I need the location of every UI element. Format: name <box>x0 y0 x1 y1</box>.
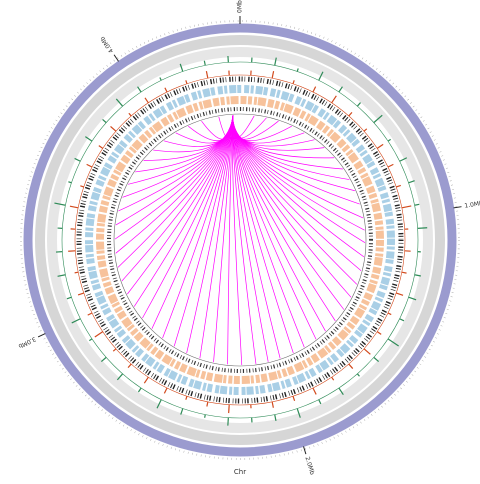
histogram-bar <box>418 228 428 229</box>
histogram-bar <box>364 349 370 355</box>
gene-blocks-plus <box>89 89 391 391</box>
histogram-bar <box>313 388 316 394</box>
histogram-bar <box>138 87 142 92</box>
histogram-bar <box>332 96 337 103</box>
gene-marks <box>79 79 401 401</box>
histogram-bar <box>101 357 106 361</box>
histogram-bar <box>357 374 359 376</box>
link <box>233 115 316 339</box>
histogram-bar <box>297 68 298 71</box>
tick-label: 2.0Mb <box>303 456 315 476</box>
histogram-bar <box>313 87 316 92</box>
histogram-bar <box>145 98 148 103</box>
link <box>233 115 280 358</box>
histogram-bar <box>229 405 230 413</box>
tick-label: 1.0Mb <box>464 200 480 210</box>
histogram-bar <box>87 164 92 167</box>
histogram-bar <box>349 112 352 116</box>
axis-label: Chr <box>234 468 246 476</box>
histogram-bar <box>415 204 420 205</box>
histogram-bar <box>67 297 72 299</box>
histogram-bar <box>138 388 141 392</box>
histogram-bar <box>165 88 167 92</box>
histogram-bar <box>88 313 92 315</box>
tick-label: 0Mb <box>237 0 244 13</box>
histogram-bar <box>68 182 71 183</box>
histogram-bar <box>400 319 404 321</box>
histogram-bar <box>70 206 78 208</box>
histogram-bar <box>128 364 131 368</box>
histogram-bar <box>396 185 401 187</box>
track-base <box>75 75 405 405</box>
histogram-bar <box>349 364 353 369</box>
histogram-bar <box>374 357 379 361</box>
tick-mark <box>38 334 45 337</box>
link <box>118 115 233 267</box>
tick-label: 4.0Mb <box>99 35 115 54</box>
histogram-bar <box>164 388 167 393</box>
histogram-bar <box>228 418 229 426</box>
link <box>233 115 365 230</box>
histogram-bar <box>377 144 383 148</box>
histogram-bar <box>205 415 206 418</box>
histogram-bar <box>103 119 107 122</box>
histogram-bar <box>272 71 273 78</box>
histogram-bar <box>80 186 83 187</box>
histogram-bar <box>78 293 84 295</box>
histogram-bar <box>206 71 207 78</box>
histogram-bar <box>402 272 407 273</box>
histogram-bar <box>204 61 205 66</box>
histogram-bar <box>293 80 294 83</box>
histogram-bar <box>129 113 131 116</box>
histogram-bar <box>186 80 187 83</box>
tick-mark <box>454 207 462 208</box>
histogram-bar <box>113 349 116 351</box>
histogram-bar <box>377 332 381 335</box>
histogram-bar <box>319 400 321 404</box>
histogram-bar <box>388 139 391 141</box>
track-base <box>62 62 418 418</box>
histogram-bar <box>89 339 92 341</box>
histogram-bar <box>75 272 79 273</box>
histogram-bar <box>160 77 161 80</box>
histogram-bar <box>186 396 187 399</box>
histogram-bar <box>396 293 403 295</box>
histogram-bar <box>364 129 367 131</box>
histogram-bar <box>111 126 116 131</box>
histogram-bar <box>207 402 208 407</box>
tick-mark <box>304 446 306 454</box>
histogram-bar <box>99 146 103 149</box>
histogram-bar <box>272 402 273 408</box>
histogram-bar <box>388 164 393 167</box>
link <box>233 115 292 141</box>
histogram-bar <box>293 396 295 401</box>
histogram-bar <box>388 313 391 315</box>
tick-label: 3.0Mb <box>17 335 37 349</box>
histogram-bar <box>144 377 148 383</box>
histogram-bar <box>332 377 334 380</box>
link <box>233 115 268 362</box>
histogram-bar <box>339 87 343 92</box>
histogram-bar <box>402 206 411 208</box>
histogram-bar <box>357 103 360 107</box>
histogram-bar <box>95 332 103 337</box>
